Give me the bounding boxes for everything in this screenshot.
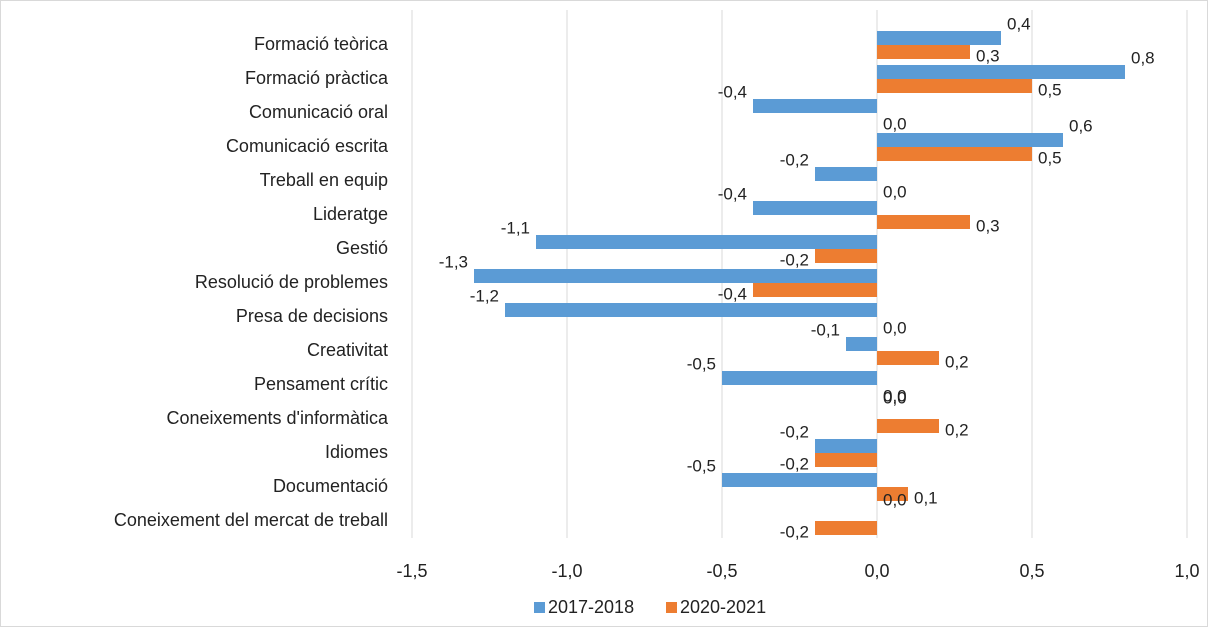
legend-label: 2020-2021 [680, 597, 766, 617]
y-tick-label: Comunicació escrita [226, 136, 389, 156]
x-tick-label: -0,5 [706, 561, 737, 581]
y-tick-label: Treball en equip [260, 170, 388, 190]
x-tick-label: -1,0 [551, 561, 582, 581]
value-label: 0,2 [945, 352, 969, 371]
y-tick-label: Coneixements d'informàtica [166, 408, 389, 428]
value-label: 0,0 [883, 388, 907, 407]
bar [815, 453, 877, 467]
value-label: 0,6 [1069, 116, 1093, 135]
bar [815, 439, 877, 453]
value-label: 0,5 [1038, 148, 1062, 167]
bar [877, 79, 1032, 93]
value-label: -0,1 [811, 320, 840, 339]
y-tick-label: Documentació [273, 476, 388, 496]
bar [877, 65, 1125, 79]
y-tick-label: Pensament crític [254, 374, 388, 394]
value-label: 0,0 [883, 386, 907, 405]
bar [505, 303, 877, 317]
bar [877, 31, 1001, 45]
value-label: -1,1 [501, 218, 530, 237]
y-tick-label: Formació teòrica [254, 34, 389, 54]
x-tick-label: 1,0 [1174, 561, 1199, 581]
y-tick-label: Coneixement del mercat de treball [114, 510, 388, 530]
bar [815, 167, 877, 181]
value-label: -1,2 [470, 286, 499, 305]
bar [722, 473, 877, 487]
value-label: -0,5 [687, 456, 716, 475]
bar [877, 419, 939, 433]
bar [815, 521, 877, 535]
y-tick-label: Creativitat [307, 340, 388, 360]
value-label: 0,0 [883, 318, 907, 337]
value-label: -0,2 [780, 150, 809, 169]
value-label: -0,2 [780, 250, 809, 269]
bar [474, 269, 877, 283]
value-label: -0,2 [780, 522, 809, 541]
value-label: -0,2 [780, 454, 809, 473]
value-label: -0,4 [718, 184, 747, 203]
value-label: 0,4 [1007, 14, 1031, 33]
legend-swatch [666, 602, 677, 613]
value-label: 0,0 [883, 114, 907, 133]
value-label: 0,1 [914, 488, 938, 507]
bar [877, 351, 939, 365]
value-label: 0,3 [976, 46, 1000, 65]
bar [877, 487, 908, 501]
bar [753, 99, 877, 113]
x-tick-label: 0,5 [1019, 561, 1044, 581]
value-label: 0,0 [883, 490, 907, 509]
bar [753, 201, 877, 215]
bar [722, 371, 877, 385]
value-label: 0,0 [883, 182, 907, 201]
bar [877, 133, 1063, 147]
value-label: -0,2 [780, 422, 809, 441]
value-label: -0,4 [718, 82, 747, 101]
bar [846, 337, 877, 351]
bar [753, 283, 877, 297]
legend-label: 2017-2018 [548, 597, 634, 617]
y-tick-label: Comunicació oral [249, 102, 388, 122]
value-label: -0,4 [718, 284, 747, 303]
y-tick-label: Presa de decisions [236, 306, 388, 326]
y-tick-label: Lideratge [313, 204, 388, 224]
bar [877, 147, 1032, 161]
bar [877, 45, 970, 59]
value-label: 0,3 [976, 216, 1000, 235]
value-label: 0,5 [1038, 80, 1062, 99]
x-tick-label: 0,0 [864, 561, 889, 581]
legend-swatch [534, 602, 545, 613]
y-tick-label: Gestió [336, 238, 388, 258]
value-label: -1,3 [439, 252, 468, 271]
y-tick-label: Resolució de problemes [195, 272, 388, 292]
bar [877, 215, 970, 229]
y-tick-label: Formació pràctica [245, 68, 389, 88]
y-tick-label: Idiomes [325, 442, 388, 462]
x-tick-label: -1,5 [396, 561, 427, 581]
value-label: 0,2 [945, 420, 969, 439]
value-label: -0,5 [687, 354, 716, 373]
bar [815, 249, 877, 263]
value-label: 0,8 [1131, 48, 1155, 67]
bar [536, 235, 877, 249]
